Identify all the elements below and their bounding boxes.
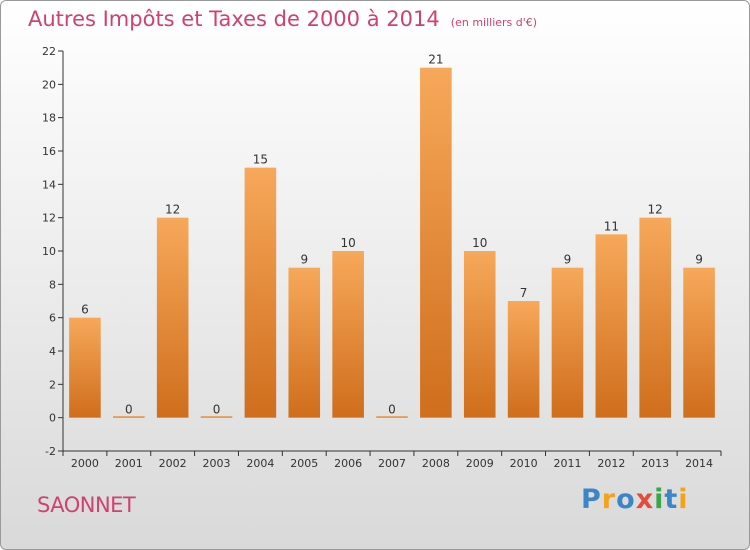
logo-letter: P <box>581 484 602 515</box>
value-label: 10 <box>340 236 355 250</box>
bar-2009 <box>463 251 496 418</box>
chart-title-text: Autres Impôts et Taxes de 2000 à 2014 <box>28 7 440 31</box>
chart-unit: (en milliers d'€) <box>450 16 538 29</box>
bar-2007 <box>376 416 408 418</box>
y-tick-label: 2 <box>49 378 56 391</box>
x-tick-label: 2012 <box>597 457 625 470</box>
y-tick-label: 14 <box>42 178 56 191</box>
bar-2014 <box>683 267 715 418</box>
logo-letter: r <box>601 484 617 515</box>
bar-2004 <box>244 167 277 418</box>
value-label: 0 <box>213 403 221 417</box>
value-label: 7 <box>520 286 528 300</box>
x-tick-label: 2004 <box>246 457 274 470</box>
bar-2008 <box>420 67 452 418</box>
y-tick-label: 4 <box>49 345 56 358</box>
y-tick-label: 18 <box>42 112 56 125</box>
logo-letter: i <box>654 484 665 515</box>
y-tick-label: 10 <box>42 245 56 258</box>
value-label: 9 <box>695 253 703 267</box>
x-tick-label: 2000 <box>71 457 99 470</box>
bar-2002 <box>156 217 189 418</box>
logo-letter: o <box>616 484 636 515</box>
x-tick-label: 2013 <box>641 457 669 470</box>
y-tick-label: 20 <box>42 78 56 91</box>
logo-letter: t <box>664 484 679 515</box>
bar-2005 <box>288 267 321 418</box>
x-tick-label: 2008 <box>422 457 450 470</box>
bar-2000 <box>69 317 101 418</box>
value-label: 10 <box>472 236 487 250</box>
x-tick-label: 2009 <box>466 457 494 470</box>
value-label: 0 <box>388 403 396 417</box>
bar-2012 <box>595 234 628 418</box>
value-label: 12 <box>648 203 663 217</box>
x-tick-label: 2003 <box>203 457 231 470</box>
commune-name: SAONNET <box>37 493 136 517</box>
x-tick-label: 2001 <box>115 457 143 470</box>
value-label: 0 <box>125 403 133 417</box>
value-label: 9 <box>564 253 572 267</box>
bar-2013 <box>639 217 671 418</box>
value-label: 11 <box>604 219 619 233</box>
bar-2010 <box>507 301 540 418</box>
logo-letter: i <box>678 484 689 515</box>
x-tick-label: 2002 <box>159 457 187 470</box>
y-tick-label: 8 <box>49 278 56 291</box>
y-tick-label: 12 <box>42 212 56 225</box>
x-tick-label: 2007 <box>378 457 406 470</box>
x-tick-label: 2006 <box>334 457 362 470</box>
value-label: 6 <box>81 303 89 317</box>
bar-2001 <box>113 416 145 418</box>
bar-2003 <box>200 416 233 418</box>
value-label: 9 <box>300 253 308 267</box>
y-tick-label: 16 <box>42 145 56 158</box>
y-tick-label: 22 <box>42 45 56 58</box>
value-label: 12 <box>165 203 180 217</box>
proxiti-logo[interactable]: Proxiti <box>581 484 689 515</box>
y-tick-label: -2 <box>45 445 56 458</box>
x-tick-label: 2005 <box>290 457 318 470</box>
value-label: 21 <box>428 53 443 67</box>
y-tick-label: 6 <box>49 312 56 325</box>
x-tick-label: 2014 <box>685 457 713 470</box>
bar-2011 <box>551 267 584 418</box>
bar-2006 <box>332 251 364 418</box>
value-label: 15 <box>253 153 268 167</box>
x-tick-label: 2011 <box>553 457 581 470</box>
y-tick-label: 0 <box>49 412 56 425</box>
chart-title: Autres Impôts et Taxes de 2000 à 2014 (e… <box>28 7 537 31</box>
logo-letter: x <box>635 484 655 515</box>
x-tick-label: 2010 <box>510 457 538 470</box>
